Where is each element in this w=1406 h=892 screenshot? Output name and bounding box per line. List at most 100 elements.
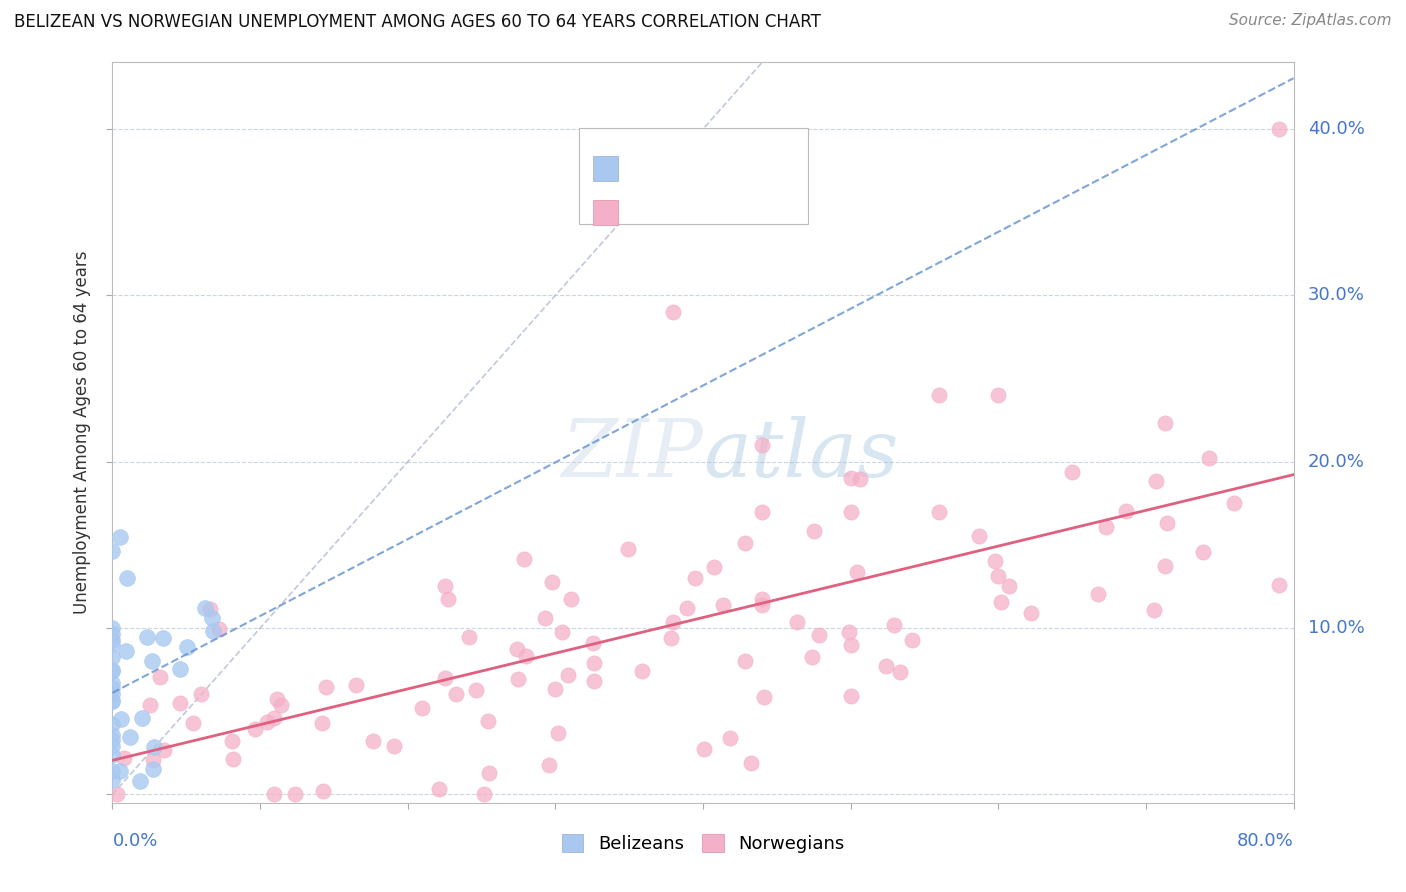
Point <box>266 691 288 706</box>
Text: 0.439: 0.439 <box>672 203 723 221</box>
Point <box>411 701 433 715</box>
Point <box>169 662 191 676</box>
Point <box>105 788 128 802</box>
Point <box>662 615 685 629</box>
Point <box>101 675 124 690</box>
Text: 10.0%: 10.0% <box>1308 619 1364 637</box>
Point <box>786 615 808 629</box>
Point <box>987 568 1010 582</box>
Point <box>1087 587 1109 601</box>
Point <box>101 681 124 695</box>
Point <box>1062 465 1084 479</box>
Text: 80.0%: 80.0% <box>1237 832 1294 850</box>
Point <box>1198 450 1220 465</box>
Point <box>997 579 1019 593</box>
Point <box>630 665 652 679</box>
Point <box>222 752 245 766</box>
Point <box>136 630 159 644</box>
Point <box>458 631 481 645</box>
Point <box>149 670 172 684</box>
Point <box>142 739 165 754</box>
Point <box>101 632 124 647</box>
Text: atlas: atlas <box>703 416 898 493</box>
Point <box>900 632 922 647</box>
Point <box>1094 519 1116 533</box>
Point <box>101 739 124 753</box>
Point <box>506 642 529 657</box>
Point <box>114 644 136 658</box>
Legend: Belizeans, Norwegians: Belizeans, Norwegians <box>554 827 852 861</box>
Point <box>444 687 467 701</box>
Point <box>808 627 831 641</box>
Point <box>734 654 756 668</box>
Point <box>839 689 862 703</box>
Point <box>311 716 333 731</box>
Point <box>101 637 124 651</box>
Point <box>984 554 1007 568</box>
Point <box>533 610 555 624</box>
Text: N =: N = <box>731 203 770 221</box>
Point <box>751 592 773 607</box>
Point <box>101 733 124 747</box>
Point <box>1115 504 1137 518</box>
Point <box>361 734 384 748</box>
Point <box>848 472 870 486</box>
Point <box>987 388 1010 402</box>
Point <box>617 541 640 556</box>
Point <box>551 625 574 640</box>
Point <box>270 698 292 713</box>
Point <box>751 505 773 519</box>
Point <box>711 599 734 613</box>
Point <box>1156 516 1178 530</box>
Point <box>846 565 869 579</box>
Point <box>142 753 165 767</box>
Point <box>477 714 499 728</box>
Point <box>1223 496 1246 510</box>
Point <box>540 574 562 589</box>
Text: 40.0%: 40.0% <box>1308 120 1365 138</box>
Point <box>141 654 163 668</box>
Point <box>734 536 756 550</box>
Point <box>801 650 824 665</box>
Point <box>1192 545 1215 559</box>
Point <box>190 687 212 701</box>
Point <box>1153 559 1175 574</box>
Point <box>512 552 534 566</box>
Point <box>117 571 138 585</box>
Point <box>718 731 741 746</box>
Point <box>110 712 132 726</box>
Point <box>875 659 897 673</box>
Point <box>131 711 153 725</box>
Point <box>1154 416 1177 430</box>
Point <box>101 748 124 763</box>
Point <box>101 694 124 708</box>
Text: BELIZEAN VS NORWEGIAN UNEMPLOYMENT AMONG AGES 60 TO 64 YEARS CORRELATION CHART: BELIZEAN VS NORWEGIAN UNEMPLOYMENT AMONG… <box>14 13 821 31</box>
Text: R =: R = <box>630 203 668 221</box>
Point <box>515 649 537 664</box>
Point <box>928 388 950 402</box>
Point <box>198 602 221 616</box>
Point <box>312 784 335 798</box>
Point <box>101 544 124 558</box>
Text: 30.0%: 30.0% <box>1308 286 1365 304</box>
Point <box>433 579 456 593</box>
Point <box>263 711 285 725</box>
Point <box>108 530 131 544</box>
Point <box>101 717 124 731</box>
Point <box>837 624 859 639</box>
Point <box>243 722 266 736</box>
Point <box>101 663 124 677</box>
Point <box>427 782 450 797</box>
Point <box>256 715 278 730</box>
Point <box>221 734 243 748</box>
Point <box>315 680 337 694</box>
Point <box>194 600 217 615</box>
Point <box>751 438 773 452</box>
Y-axis label: Unemployment Among Ages 60 to 64 years: Unemployment Among Ages 60 to 64 years <box>73 251 91 615</box>
Point <box>101 764 124 779</box>
Point <box>201 611 224 625</box>
Point <box>101 772 124 787</box>
Point <box>839 638 862 652</box>
Point <box>547 726 569 740</box>
Point <box>101 650 124 665</box>
